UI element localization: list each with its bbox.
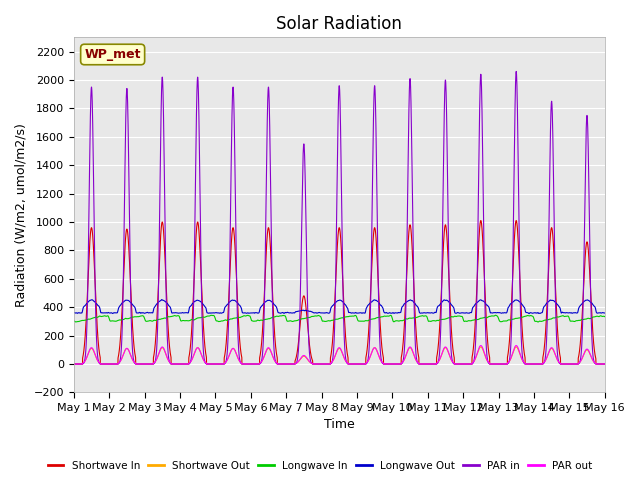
Longwave In <box>319 318 327 324</box>
Longwave In <box>492 312 499 318</box>
Legend: Shortwave In, Shortwave Out, Longwave In, Longwave Out, PAR in, PAR out: Shortwave In, Shortwave Out, Longwave In… <box>44 456 596 475</box>
X-axis label: Time: Time <box>324 419 355 432</box>
PAR out <box>429 361 436 367</box>
PAR in <box>458 361 466 367</box>
PAR in <box>513 69 520 74</box>
Shortwave In <box>601 361 609 367</box>
Longwave In <box>534 319 542 325</box>
PAR in <box>70 361 77 367</box>
Shortwave Out <box>488 361 496 367</box>
Shortwave In <box>165 340 173 346</box>
Line: Shortwave Out: Shortwave Out <box>74 347 605 364</box>
Shortwave In <box>70 361 77 367</box>
Longwave Out <box>488 310 496 316</box>
Longwave In <box>601 314 609 320</box>
Y-axis label: Radiation (W/m2, umol/m2/s): Radiation (W/m2, umol/m2/s) <box>15 123 28 307</box>
Shortwave In <box>458 361 466 367</box>
Longwave In <box>70 318 77 324</box>
PAR in <box>600 361 608 367</box>
Longwave Out <box>601 310 609 316</box>
Shortwave Out <box>600 361 608 367</box>
Longwave Out <box>319 310 327 316</box>
Line: Longwave In: Longwave In <box>74 315 605 322</box>
PAR out <box>70 361 77 367</box>
Line: Longwave Out: Longwave Out <box>74 300 605 313</box>
Line: PAR in: PAR in <box>74 72 605 364</box>
Shortwave In <box>488 361 496 367</box>
Shortwave Out <box>513 344 520 350</box>
Shortwave Out <box>458 361 466 367</box>
Longwave In <box>165 314 173 320</box>
Shortwave In <box>429 361 436 367</box>
PAR in <box>429 361 436 367</box>
PAR out <box>600 361 608 367</box>
PAR out <box>165 359 173 364</box>
Longwave Out <box>158 297 166 302</box>
Title: Solar Radiation: Solar Radiation <box>276 15 402 33</box>
Longwave Out <box>525 311 533 316</box>
Longwave Out <box>458 310 466 316</box>
PAR in <box>601 361 609 367</box>
Shortwave Out <box>165 359 173 364</box>
Shortwave Out <box>429 361 436 367</box>
Longwave In <box>429 318 436 324</box>
Longwave In <box>600 313 608 319</box>
Shortwave In <box>319 361 327 367</box>
Shortwave In <box>600 361 608 367</box>
PAR out <box>601 361 609 367</box>
Longwave In <box>488 313 496 319</box>
Shortwave In <box>513 218 520 224</box>
PAR out <box>513 343 520 348</box>
Longwave Out <box>166 303 173 309</box>
Longwave Out <box>600 310 608 316</box>
Line: Shortwave In: Shortwave In <box>74 221 605 364</box>
PAR in <box>319 361 327 367</box>
Line: PAR out: PAR out <box>74 346 605 364</box>
PAR in <box>165 358 173 364</box>
Longwave In <box>458 313 466 319</box>
Longwave Out <box>429 310 436 316</box>
Shortwave Out <box>319 361 327 367</box>
PAR out <box>458 361 466 367</box>
PAR in <box>488 361 496 367</box>
Shortwave Out <box>601 361 609 367</box>
PAR out <box>319 361 327 367</box>
Shortwave Out <box>70 361 77 367</box>
PAR out <box>488 361 496 367</box>
Text: WP_met: WP_met <box>84 48 141 61</box>
Longwave Out <box>70 310 77 316</box>
